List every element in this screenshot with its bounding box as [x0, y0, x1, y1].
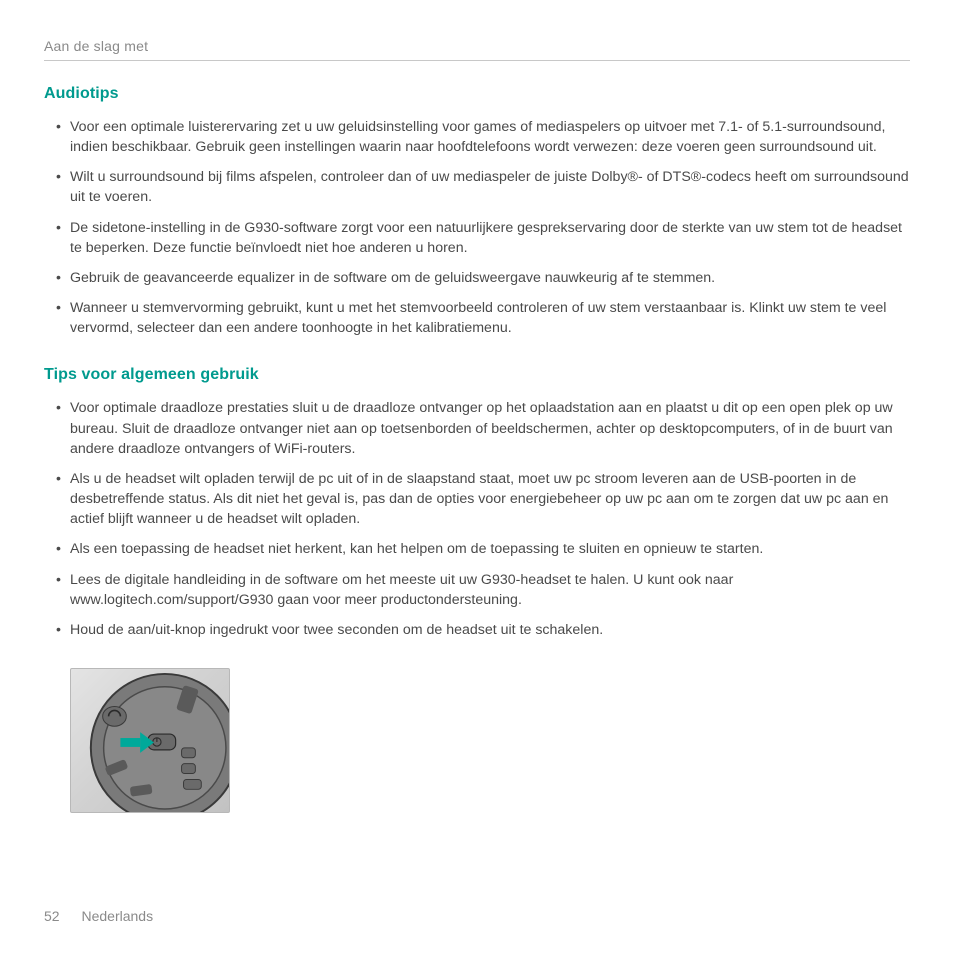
headset-power-illustration	[70, 668, 230, 813]
list-item: Voor optimale draadloze prestaties sluit…	[44, 398, 910, 458]
headset-diagram-svg	[71, 669, 229, 812]
list-item: Wanneer u stemvervorming gebruikt, kunt …	[44, 298, 910, 338]
list-item: Wilt u surroundsound bij films afspelen,…	[44, 167, 910, 207]
page-footer: 52 Nederlands	[44, 908, 153, 924]
list-item: Lees de digitale handleiding in de softw…	[44, 570, 910, 610]
page-header-label: Aan de slag met	[44, 38, 910, 61]
list-item: Als u de headset wilt opladen terwijl de…	[44, 469, 910, 529]
section-title-audiotips: Audiotips	[44, 85, 910, 103]
audiotips-list: Voor een optimale luisterervaring zet u …	[44, 117, 910, 338]
list-item: De sidetone-instelling in de G930-softwa…	[44, 218, 910, 258]
footer-language: Nederlands	[81, 908, 153, 924]
list-item: Gebruik de geavanceerde equalizer in de …	[44, 268, 910, 288]
page-number: 52	[44, 908, 60, 924]
general-tips-list: Voor optimale draadloze prestaties sluit…	[44, 398, 910, 640]
section-title-general-tips: Tips voor algemeen gebruik	[44, 366, 910, 384]
list-item: Houd de aan/uit-knop ingedrukt voor twee…	[44, 620, 910, 640]
list-item: Als een toepassing de headset niet herke…	[44, 539, 910, 559]
list-item: Voor een optimale luisterervaring zet u …	[44, 117, 910, 157]
